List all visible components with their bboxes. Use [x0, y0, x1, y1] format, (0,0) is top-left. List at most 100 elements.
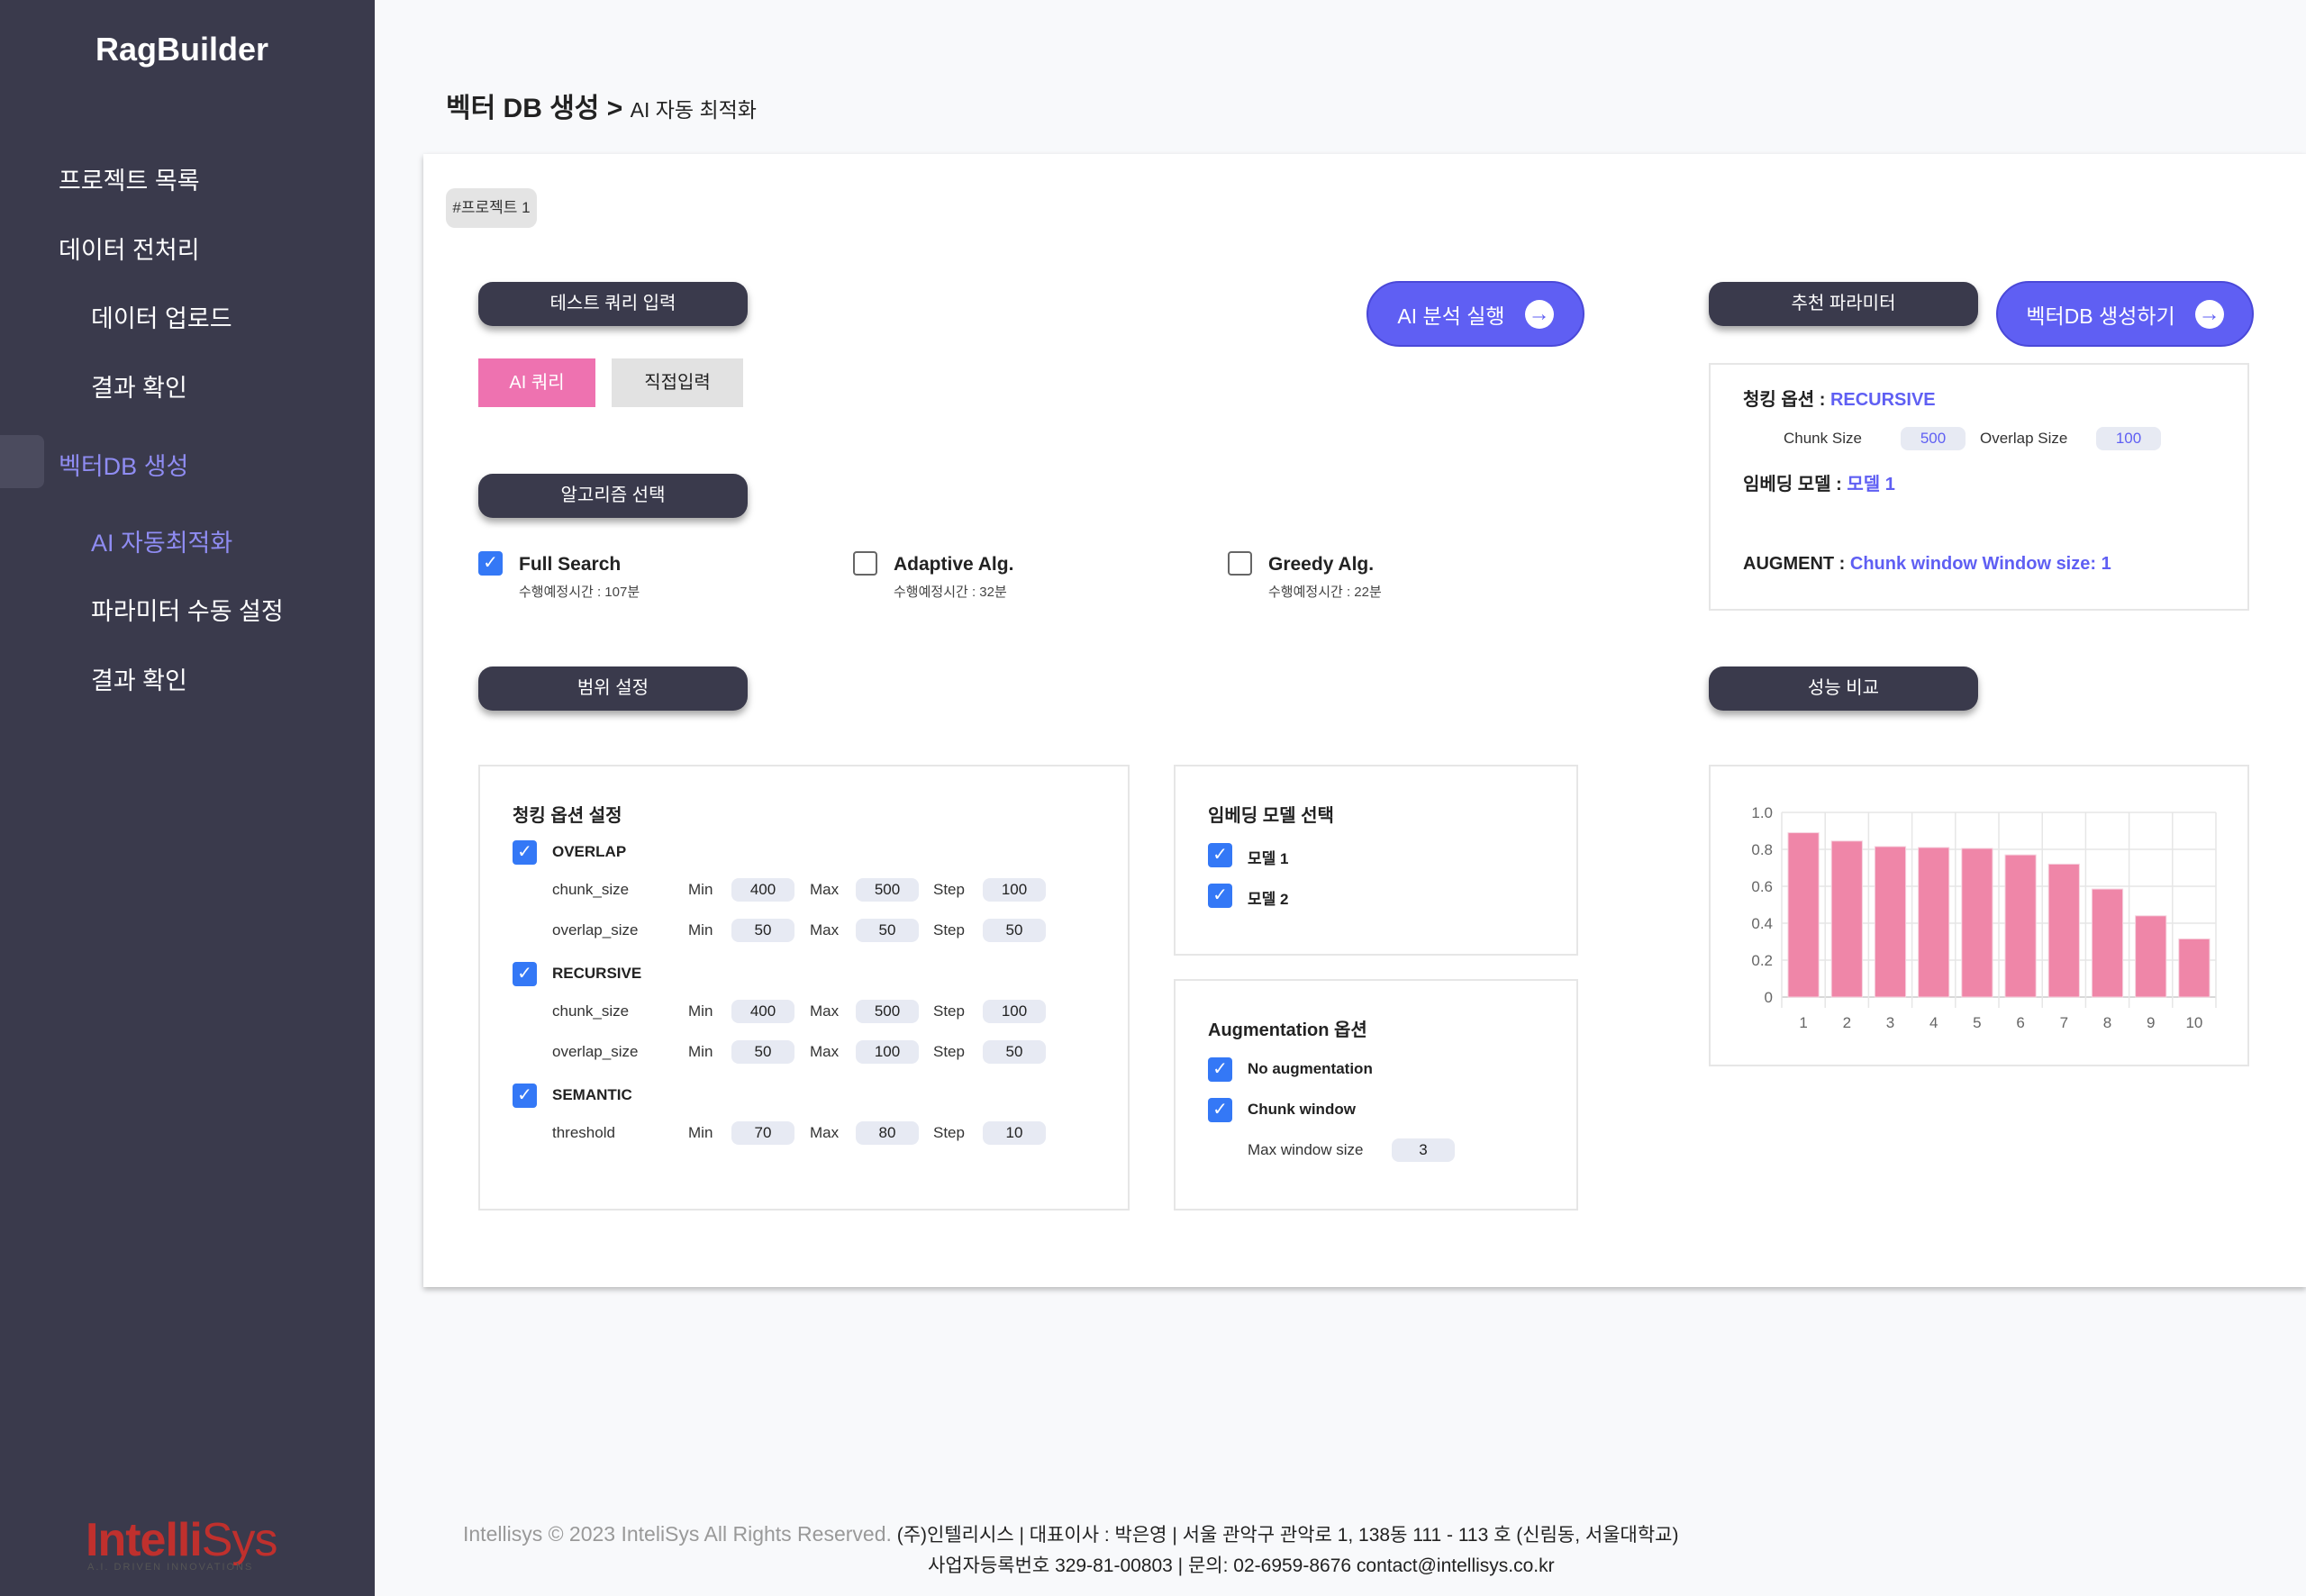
- max-input[interactable]: 50: [856, 919, 919, 942]
- sidebar-item-vectordb-results[interactable]: 결과 확인: [91, 667, 187, 694]
- x-tick-label: 9: [2147, 1014, 2155, 1031]
- max-input[interactable]: 500: [856, 878, 919, 902]
- bar-10: [2178, 938, 2211, 998]
- min-input[interactable]: 50: [731, 919, 794, 942]
- sidebar-item-preprocessing[interactable]: 데이터 전처리: [59, 237, 200, 264]
- max-input[interactable]: 500: [856, 1000, 919, 1023]
- param-name: chunk_size: [552, 1002, 630, 1020]
- checkbox-unchecked-icon[interactable]: [1228, 551, 1252, 576]
- step-input[interactable]: 50: [983, 919, 1046, 942]
- y-tick-label: 0.6: [1751, 878, 1773, 895]
- min-input[interactable]: 400: [731, 878, 794, 902]
- algorithm-time: 수행예정시간 : 22분: [1268, 585, 1382, 600]
- x-tick-label: 4: [1929, 1014, 1938, 1031]
- overlap-size-label: Overlap Size: [1980, 430, 2068, 447]
- min-input[interactable]: 70: [731, 1121, 794, 1145]
- logo-tagline: A.I. DRIVEN INNOVATIONS: [87, 1562, 254, 1573]
- checkbox-model-1[interactable]: ✓: [1208, 843, 1232, 867]
- checkbox-no-augmentation[interactable]: ✓: [1208, 1057, 1232, 1082]
- max-input[interactable]: 80: [856, 1121, 919, 1145]
- y-tick-label: 1.0: [1751, 804, 1773, 821]
- y-tick-label: 0: [1765, 989, 1773, 1006]
- checkbox-overlap[interactable]: ✓: [513, 840, 537, 865]
- chunk-group-name: RECURSIVE: [552, 965, 642, 982]
- x-tick-label: 1: [1799, 1014, 1807, 1031]
- chunk-option-value: RECURSIVE: [1829, 390, 1936, 410]
- max-window-input[interactable]: 3: [1392, 1138, 1455, 1162]
- max-label: Max: [810, 1002, 840, 1020]
- active-indicator: [0, 435, 44, 488]
- step-input[interactable]: 10: [983, 1121, 1046, 1145]
- param-name: chunk_size: [552, 881, 630, 898]
- bar-5: [1961, 848, 1993, 998]
- bar-8: [2091, 888, 2124, 998]
- x-tick-label: 2: [1843, 1014, 1851, 1031]
- algorithm-time: 수행예정시간 : 107분: [519, 585, 640, 600]
- min-label: Min: [688, 881, 713, 898]
- step-label: Step: [933, 881, 965, 898]
- arrow-right-icon: →: [1524, 299, 1554, 329]
- x-tick-label: 7: [2060, 1014, 2068, 1031]
- bar-4: [1918, 847, 1950, 998]
- checkbox-chunk-window[interactable]: ✓: [1208, 1098, 1232, 1122]
- sidebar-item-data-upload[interactable]: 데이터 업로드: [91, 305, 232, 332]
- footer-copyright: Intellisys © 2023 InteliSys All Rights R…: [463, 1522, 892, 1546]
- sidebar-item-ai-optimize[interactable]: AI 자동최적화: [91, 530, 233, 557]
- tab-direct-input[interactable]: 직접입력: [612, 358, 743, 407]
- chunk-window-label: Chunk window: [1248, 1101, 1356, 1118]
- footer-line-2: 사업자등록번호 329-81-00803 | 문의: 02-6959-8676 …: [928, 1555, 1555, 1576]
- footer-company: (주)인텔리시스 | 대표이사 : 박은영 | 서울 관악구 관악로 1, 13…: [896, 1525, 1679, 1546]
- breadcrumb-current: AI 자동 최적화: [630, 98, 757, 122]
- chunking-title: 청킹 옵션 설정: [513, 806, 622, 826]
- chunking-panel: 청킹 옵션 설정 ✓ OVERLAP chunk_size Min 400 Max…: [478, 765, 1130, 1211]
- sidebar: RagBuilder 프로젝트 목록 데이터 전처리 데이터 업로드 결과 확인…: [0, 0, 375, 1596]
- algorithm-name: Greedy Alg.: [1268, 554, 1375, 575]
- sidebar-item-manual-params[interactable]: 파라미터 수동 설정: [91, 598, 284, 625]
- step-input[interactable]: 50: [983, 1040, 1046, 1064]
- max-label: Max: [810, 1043, 840, 1060]
- step-label: Step: [933, 1002, 965, 1020]
- x-tick-label: 8: [2103, 1014, 2111, 1031]
- y-tick-label: 0.8: [1751, 841, 1773, 858]
- checkbox-semantic[interactable]: ✓: [513, 1084, 537, 1108]
- sidebar-item-projects[interactable]: 프로젝트 목록: [59, 168, 200, 195]
- augmentation-panel: Augmentation 옵션 ✓ No augmentation ✓ Chun…: [1174, 979, 1578, 1211]
- checkbox-unchecked-icon[interactable]: [853, 551, 877, 576]
- max-input[interactable]: 100: [856, 1040, 919, 1064]
- step-input[interactable]: 100: [983, 1000, 1046, 1023]
- chunk-group-name: SEMANTIC: [552, 1086, 632, 1103]
- performance-chart-panel: 0 0.2 0.4 0.6 0.8 1.0 1 2 3 4 5 6 7 8 9 10: [1709, 765, 2249, 1066]
- x-tick-label: 3: [1886, 1014, 1894, 1031]
- no-augmentation-label: No augmentation: [1248, 1060, 1373, 1077]
- min-label: Min: [688, 1043, 713, 1060]
- recommendation-panel: 청킹 옵션 : RECURSIVE Chunk Size 500 Overlap…: [1709, 363, 2249, 611]
- run-ai-analysis-button[interactable]: AI 분석 실행 →: [1366, 281, 1584, 347]
- max-window-label: Max window size: [1248, 1141, 1364, 1158]
- app-brand: RagBuilder: [95, 31, 269, 68]
- sidebar-item-preprocess-results[interactable]: 결과 확인: [91, 375, 187, 402]
- bar-9: [2135, 915, 2167, 998]
- section-performance: 성능 비교: [1709, 667, 1978, 711]
- sidebar-item-vectordb[interactable]: 벡터DB 생성: [59, 453, 189, 480]
- min-input[interactable]: 50: [731, 1040, 794, 1064]
- checkbox-checked-icon[interactable]: ✓: [478, 551, 503, 576]
- bar-3: [1874, 846, 1907, 998]
- create-vectordb-button[interactable]: 벡터DB 생성하기 →: [1996, 281, 2254, 347]
- tab-ai-query[interactable]: AI 쿼리: [478, 358, 595, 407]
- create-label: 벡터DB 생성하기: [2026, 304, 2175, 328]
- intellisys-logo: IntelliSys A.I. DRIVEN INNOVATIONS: [86, 1513, 277, 1573]
- section-range: 범위 설정: [478, 667, 748, 711]
- arrow-right-icon: →: [2194, 299, 2224, 329]
- model-2-label: 모델 2: [1248, 891, 1289, 908]
- min-input[interactable]: 400: [731, 1000, 794, 1023]
- step-label: Step: [933, 921, 965, 939]
- x-tick-label: 6: [2016, 1014, 2024, 1031]
- checkbox-model-2[interactable]: ✓: [1208, 884, 1232, 908]
- section-test-query: 테스트 쿼리 입력: [478, 282, 748, 326]
- step-label: Step: [933, 1124, 965, 1141]
- checkbox-recursive[interactable]: ✓: [513, 962, 537, 986]
- embedding-title: 임베딩 모델 선택: [1208, 806, 1334, 826]
- breadcrumb-parent: 벡터 DB 생성 >: [446, 94, 623, 123]
- step-input[interactable]: 100: [983, 878, 1046, 902]
- y-tick-label: 0.4: [1751, 915, 1773, 932]
